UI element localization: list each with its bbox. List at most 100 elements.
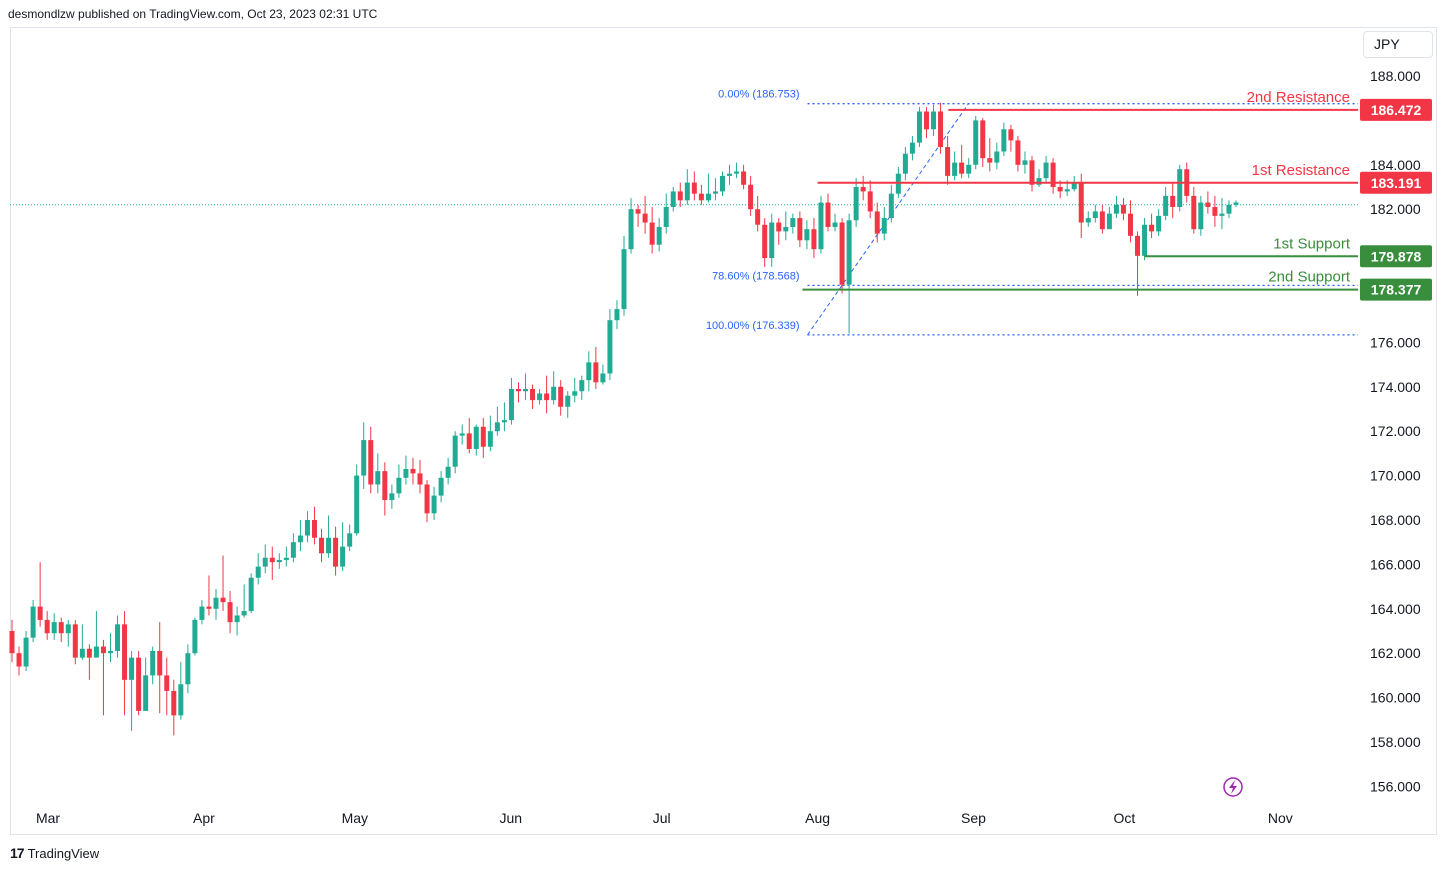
candle-body <box>1149 224 1155 232</box>
candle-body <box>776 222 782 232</box>
y-tick-label: 170.000 <box>1370 468 1421 484</box>
candle-body <box>804 229 810 241</box>
candle-body <box>523 389 529 392</box>
candle-body <box>966 164 972 174</box>
candle-body <box>551 386 557 401</box>
candle-body <box>579 380 585 392</box>
candle-body <box>319 537 325 554</box>
candle-body <box>51 622 57 634</box>
candle-body <box>1085 218 1091 223</box>
candle-body <box>396 477 402 494</box>
candle-body <box>980 120 986 159</box>
candle-body <box>1113 204 1119 214</box>
candle-body <box>1043 162 1049 179</box>
x-tick-label: Aug <box>805 810 830 826</box>
candle-body <box>931 111 937 130</box>
candle-body <box>902 153 908 174</box>
candle-body <box>818 202 824 250</box>
tradingview-footer[interactable]: 17 TradingView <box>10 845 99 861</box>
candle-body <box>832 222 838 227</box>
candle-body <box>1001 129 1007 152</box>
candle-body <box>459 433 465 436</box>
candle-body <box>565 395 571 407</box>
level-name: 1st Support <box>1273 235 1351 252</box>
y-tick-label: 184.000 <box>1370 157 1421 173</box>
candle-body <box>403 468 409 478</box>
candle-body <box>1029 160 1035 185</box>
candle-body <box>143 675 149 711</box>
candle-body <box>37 606 43 620</box>
candle-body <box>93 646 99 658</box>
lightning-icon <box>1223 777 1243 797</box>
candle-body <box>607 320 613 374</box>
candle-body <box>888 193 894 219</box>
candle-body <box>1057 187 1063 192</box>
candle-body <box>544 393 550 401</box>
x-tick-label: Oct <box>1114 810 1136 826</box>
level-price-tag <box>1360 245 1432 268</box>
candle-body <box>501 420 507 423</box>
candle-body <box>959 162 965 174</box>
candle-body <box>494 422 500 432</box>
candle-body <box>9 631 15 654</box>
tradingview-logo-icon: 17 <box>10 845 25 861</box>
candle-body <box>846 220 852 285</box>
x-tick-label: Apr <box>193 810 215 826</box>
level-price-label: 186.472 <box>1371 102 1422 118</box>
candle-body <box>480 426 486 447</box>
candle-body <box>1198 202 1204 230</box>
currency-selector[interactable]: JPY <box>1363 31 1433 58</box>
candle-body <box>417 473 423 485</box>
candle-body <box>1226 204 1232 214</box>
candle-body <box>361 440 367 476</box>
candle-body <box>283 557 289 560</box>
candle-body <box>178 684 184 716</box>
candle-body <box>375 471 381 485</box>
candle-body <box>424 484 430 514</box>
candle-body <box>220 597 226 603</box>
candle-body <box>874 211 880 234</box>
candle-body <box>452 435 458 467</box>
candle-body <box>734 171 740 174</box>
candle-body <box>741 171 747 185</box>
level-price-tag <box>1360 171 1432 194</box>
candle-body <box>572 391 578 396</box>
candle-body <box>389 493 395 501</box>
candle-body <box>100 646 106 654</box>
y-tick-label: 188.000 <box>1370 68 1421 84</box>
y-tick-label: 182.000 <box>1370 201 1421 217</box>
candle-body <box>438 477 444 496</box>
candle-body <box>213 597 219 609</box>
candle-body <box>811 229 817 250</box>
publisher-header: desmondlzw published on TradingView.com,… <box>8 7 378 21</box>
candle-body <box>227 602 233 623</box>
candle-body <box>867 191 873 212</box>
candle-body <box>304 520 310 536</box>
candle-body <box>621 249 627 310</box>
candle-body <box>670 191 676 207</box>
candle-body <box>199 606 205 620</box>
candle-body <box>860 187 866 192</box>
level-price-tag <box>1360 278 1432 301</box>
candle-body <box>530 389 536 401</box>
y-tick-label: 160.000 <box>1370 690 1421 706</box>
candle-body <box>1099 211 1105 230</box>
x-tick-label: Jul <box>653 810 671 826</box>
level-price-label: 183.191 <box>1371 175 1422 191</box>
candle-body <box>150 650 156 676</box>
candle-body <box>727 173 733 176</box>
candle-body <box>973 120 979 165</box>
candle-body <box>115 624 121 651</box>
y-tick-label: 158.000 <box>1370 734 1421 750</box>
y-tick-label: 156.000 <box>1370 778 1421 794</box>
candle-body <box>241 611 247 616</box>
candle-body <box>656 226 662 245</box>
level-name: 1st Resistance <box>1252 162 1350 179</box>
candle-body <box>515 389 521 392</box>
candle-body <box>1092 211 1098 219</box>
candle-body <box>839 222 845 285</box>
candle-body <box>1022 160 1028 165</box>
candle-body <box>79 648 85 658</box>
candle-body <box>1064 189 1070 192</box>
